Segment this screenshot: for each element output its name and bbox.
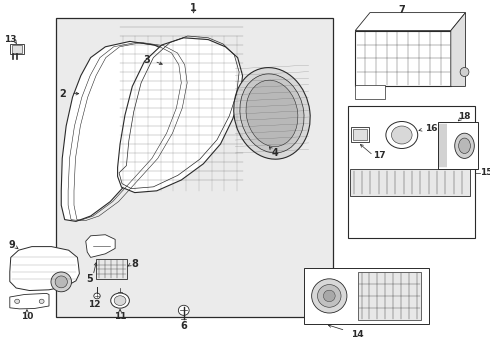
Ellipse shape xyxy=(234,68,310,159)
Polygon shape xyxy=(10,293,49,309)
Ellipse shape xyxy=(386,122,417,148)
Bar xyxy=(96,259,127,279)
Text: 18: 18 xyxy=(458,112,471,121)
Ellipse shape xyxy=(312,279,347,313)
Ellipse shape xyxy=(55,276,68,288)
Text: 2: 2 xyxy=(59,89,66,99)
Ellipse shape xyxy=(178,305,189,315)
Text: 7: 7 xyxy=(398,5,405,15)
Bar xyxy=(353,129,367,140)
Ellipse shape xyxy=(94,293,100,299)
Text: 1: 1 xyxy=(190,3,197,13)
Text: 12: 12 xyxy=(88,300,101,309)
Polygon shape xyxy=(304,268,429,324)
Ellipse shape xyxy=(318,284,341,307)
Text: 9: 9 xyxy=(9,240,16,250)
Text: 16: 16 xyxy=(425,124,438,133)
Polygon shape xyxy=(451,13,465,86)
Text: 17: 17 xyxy=(373,151,386,160)
Text: 11: 11 xyxy=(114,312,126,321)
Bar xyxy=(56,18,333,317)
Text: 10: 10 xyxy=(21,312,33,321)
Text: 13: 13 xyxy=(4,35,17,44)
Ellipse shape xyxy=(39,299,44,303)
Polygon shape xyxy=(118,38,243,193)
Polygon shape xyxy=(10,247,79,291)
Ellipse shape xyxy=(460,68,469,77)
Ellipse shape xyxy=(51,272,72,292)
Text: 4: 4 xyxy=(272,148,279,158)
Text: 8: 8 xyxy=(131,258,138,269)
Text: 14: 14 xyxy=(351,330,364,338)
Ellipse shape xyxy=(15,299,20,303)
Bar xyxy=(358,272,421,320)
Polygon shape xyxy=(438,122,478,169)
Bar xyxy=(10,44,24,54)
Polygon shape xyxy=(355,13,466,31)
Text: 5: 5 xyxy=(86,274,93,284)
Bar xyxy=(350,169,470,196)
Bar xyxy=(12,45,22,53)
Ellipse shape xyxy=(392,126,412,144)
Bar xyxy=(355,85,385,99)
Polygon shape xyxy=(86,235,115,257)
Ellipse shape xyxy=(240,74,304,153)
Text: 6: 6 xyxy=(180,321,187,331)
Ellipse shape xyxy=(459,138,470,153)
Bar xyxy=(351,127,369,142)
Ellipse shape xyxy=(455,133,474,158)
Bar xyxy=(355,31,451,86)
Ellipse shape xyxy=(114,296,126,305)
Ellipse shape xyxy=(111,293,129,308)
Ellipse shape xyxy=(323,290,335,302)
Text: 3: 3 xyxy=(144,55,150,65)
Text: 15: 15 xyxy=(480,168,490,177)
Polygon shape xyxy=(61,41,179,221)
Bar xyxy=(348,106,475,238)
Ellipse shape xyxy=(246,80,298,147)
